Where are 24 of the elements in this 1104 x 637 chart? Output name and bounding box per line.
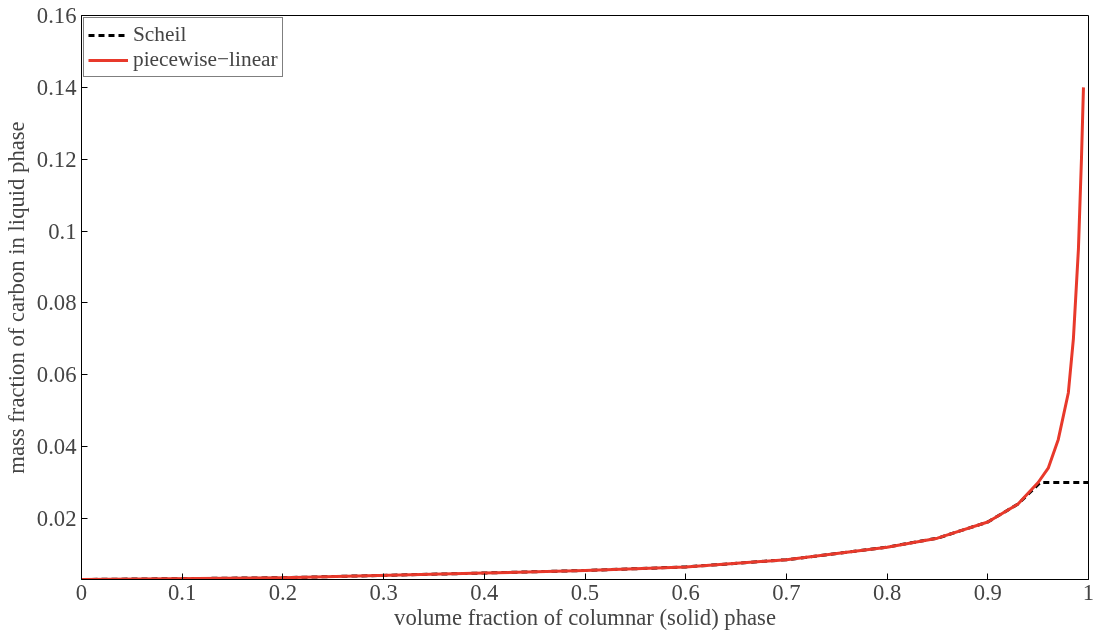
x-tick-label: 0.4	[470, 579, 499, 605]
line-series	[81, 85, 1085, 580]
x-tick-label: 0.2	[268, 579, 298, 605]
legend-label: piecewise−linear	[133, 47, 278, 72]
legend-label: Scheil	[133, 22, 187, 47]
y-tick-label: 0.1	[48, 218, 77, 244]
x-tick-label: 0.7	[772, 579, 801, 605]
x-tick-label: 0.3	[369, 579, 398, 605]
y-tick-label: 0.12	[36, 146, 77, 172]
y-tick-label: 0.16	[36, 3, 77, 28]
y-tick-label: 0.04	[36, 434, 77, 460]
x-tick-label: 0.1	[168, 579, 197, 605]
x-tick-label: 0.6	[671, 579, 700, 605]
y-tick-label: 0.08	[36, 290, 77, 316]
y-tick-label: 0.14	[36, 74, 77, 100]
y-tick-label: 0.02	[36, 505, 77, 531]
x-tick-label: 0.9	[973, 579, 1002, 605]
y-axis-title: mass fraction of carbon in liquid phase	[3, 121, 29, 474]
x-tick-label: 0	[75, 579, 88, 605]
x-tick-label: 0.5	[570, 579, 600, 605]
x-tick-label: 0.8	[872, 579, 902, 605]
x-axis-title: volume fraction of columnar (solid) phase	[394, 604, 776, 630]
x-tick-label: 1	[1082, 579, 1095, 605]
y-tick-label: 0.06	[36, 362, 77, 388]
